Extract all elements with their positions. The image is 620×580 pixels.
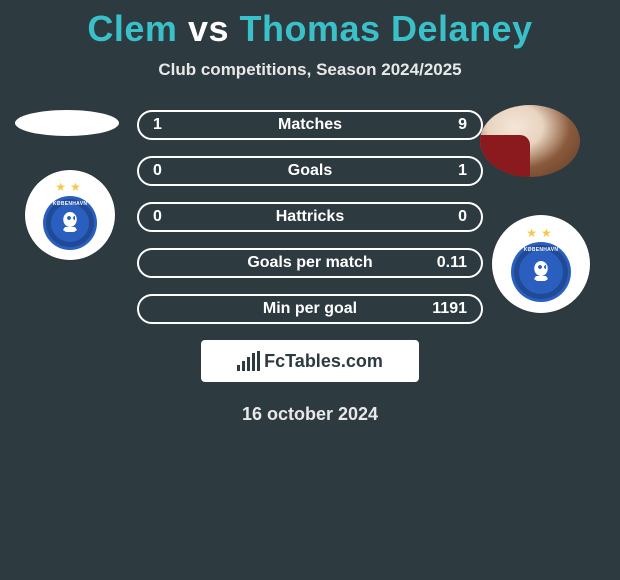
stat-left-value: 1 [153, 116, 203, 134]
stat-right-value: 0 [417, 208, 467, 226]
stat-right-value: 9 [417, 116, 467, 134]
bar-chart-icon [237, 351, 260, 371]
footer-date: 16 october 2024 [0, 404, 620, 425]
badge-stars-icon: ★★ [55, 180, 85, 194]
stat-label: Hattricks [203, 208, 417, 226]
stat-right-value: 0.11 [417, 254, 467, 272]
badge-circle: KØBENHAVN [511, 242, 571, 302]
player2-club-badge: ★★ KØBENHAVN [492, 215, 590, 313]
stat-left-value: 0 [153, 208, 203, 226]
stat-label: Matches [203, 116, 417, 134]
player2-avatar [480, 105, 580, 177]
comparison-title: Clem vs Thomas Delaney [0, 0, 620, 50]
stat-label: Goals per match [203, 254, 417, 272]
stat-right-value: 1 [417, 162, 467, 180]
stat-left-value: 0 [153, 162, 203, 180]
stat-row-hattricks: 0 Hattricks 0 [137, 202, 483, 232]
badge-circle: KØBENHAVN [43, 196, 97, 250]
stat-row-goals-per-match: Goals per match 0.11 [137, 248, 483, 278]
player1-name: Clem [87, 8, 177, 49]
vs-text: vs [188, 8, 229, 49]
stat-right-value: 1191 [417, 300, 467, 318]
lion-icon [524, 255, 558, 289]
player1-avatar [15, 110, 119, 136]
player1-club-badge: ★★ KØBENHAVN [25, 170, 115, 260]
badge-stars-icon: ★★ [526, 226, 556, 240]
subtitle: Club competitions, Season 2024/2025 [0, 60, 620, 80]
content-area: ★★ KØBENHAVN ★★ KØBENHAVN 1 Matches 9 0 … [0, 110, 620, 425]
stat-label: Goals [203, 162, 417, 180]
stat-label: Min per goal [203, 300, 417, 318]
player2-name: Thomas Delaney [240, 8, 533, 49]
brand-text: FcTables.com [264, 351, 383, 372]
lion-icon [53, 206, 87, 240]
stat-bars: 1 Matches 9 0 Goals 1 0 Hattricks 0 Goal… [137, 110, 483, 324]
stat-row-min-per-goal: Min per goal 1191 [137, 294, 483, 324]
stat-row-goals: 0 Goals 1 [137, 156, 483, 186]
badge-ring-text: KØBENHAVN [524, 247, 559, 253]
stat-row-matches: 1 Matches 9 [137, 110, 483, 140]
footer-brand-box: FcTables.com [201, 340, 419, 382]
